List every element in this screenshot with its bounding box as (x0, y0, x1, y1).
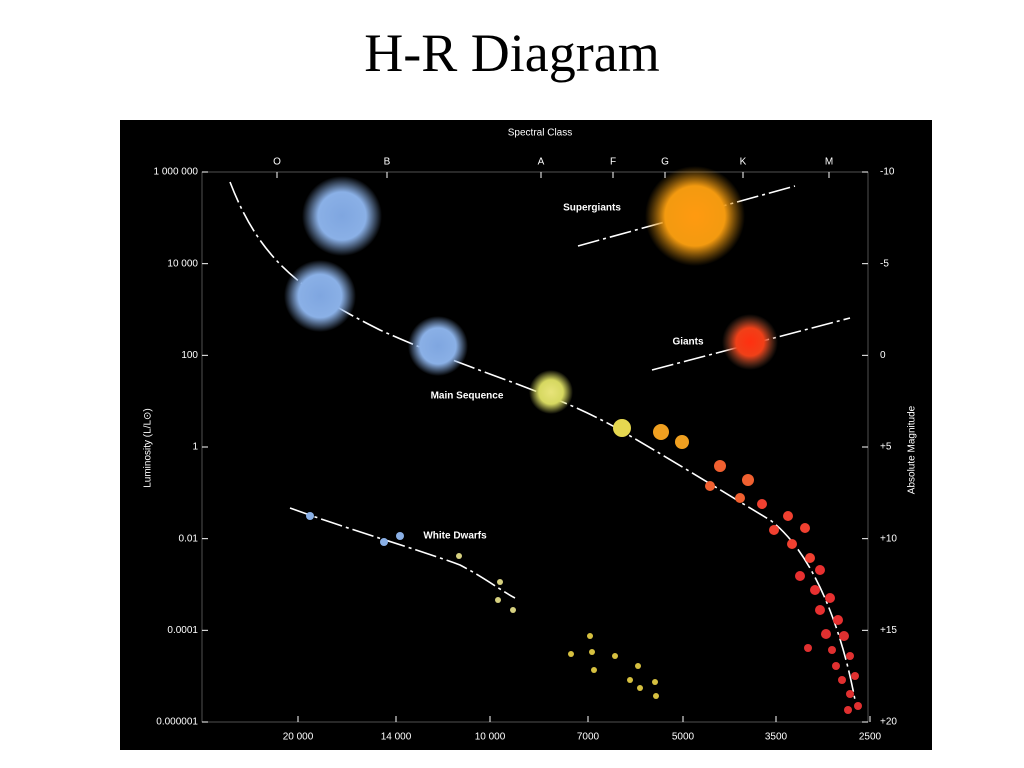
bottom-tick-label: 20 000 (283, 732, 314, 743)
star (510, 607, 516, 613)
star (589, 649, 595, 655)
white-dwarf-curve (289, 507, 516, 599)
right-tick-label: +15 (880, 625, 897, 636)
star (851, 672, 859, 680)
star (306, 512, 314, 520)
star (810, 585, 820, 595)
star (821, 629, 831, 639)
star (627, 677, 633, 683)
bottom-tick-label: 2500 (859, 732, 882, 743)
star (653, 424, 669, 440)
left-tick-label: 1 000 000 (154, 167, 199, 178)
hr-diagram: Spectral Class Luminosity (L/L⊙) Absolut… (120, 120, 932, 750)
star (783, 511, 793, 521)
star (828, 646, 836, 654)
spectral-class: K (740, 157, 747, 168)
star (832, 662, 840, 670)
star (705, 481, 715, 491)
star (613, 419, 631, 437)
bottom-tick-label: 3500 (765, 732, 788, 743)
star (833, 615, 843, 625)
star (637, 685, 643, 691)
figure-background (120, 120, 932, 750)
left-tick-label: 0.000001 (156, 717, 198, 728)
region-label: Supergiants (563, 203, 621, 214)
star (302, 176, 382, 256)
spectral-class: G (661, 157, 669, 168)
star (568, 651, 574, 657)
spectral-class: M (825, 157, 833, 168)
bottom-tick-label: 14 000 (381, 732, 412, 743)
star (722, 314, 778, 370)
bottom-tick-label: 7000 (577, 732, 600, 743)
left-tick-label: 10 000 (167, 258, 198, 269)
star (815, 605, 825, 615)
star (846, 690, 854, 698)
star (805, 553, 815, 563)
spectral-class: F (610, 157, 616, 168)
star (800, 523, 810, 533)
region-label: Main Sequence (431, 391, 504, 402)
star (735, 493, 745, 503)
left-tick-label: 1 (192, 442, 198, 453)
star (838, 676, 846, 684)
star (587, 633, 593, 639)
star (844, 706, 852, 714)
star (787, 539, 797, 549)
right-tick-label: -5 (880, 258, 889, 269)
star (495, 597, 501, 603)
slide-title: H-R Diagram (364, 23, 660, 83)
region-label: Giants (672, 337, 704, 348)
star (456, 553, 462, 559)
star (591, 667, 597, 673)
spectral-class: A (538, 157, 545, 168)
star-dots (306, 419, 862, 714)
right-tick-label: 0 (880, 350, 886, 361)
star (408, 316, 468, 376)
star (396, 532, 404, 540)
star (769, 525, 779, 535)
star (825, 593, 835, 603)
star (675, 435, 689, 449)
left-tick-label: 0.01 (179, 533, 199, 544)
star (742, 474, 754, 486)
star (839, 631, 849, 641)
star (757, 499, 767, 509)
right-tick-label: -10 (880, 167, 895, 178)
top-axis-title: Spectral Class (508, 128, 572, 139)
star (645, 166, 745, 266)
star (714, 460, 726, 472)
right-tick-label: +20 (880, 717, 897, 728)
region-label: White Dwarfs (423, 531, 487, 542)
star (653, 693, 659, 699)
left-tick-label: 100 (181, 350, 198, 361)
star (284, 260, 356, 332)
left-tick-label: 0.0001 (167, 625, 198, 636)
star (497, 579, 503, 585)
star (854, 702, 862, 710)
right-axis-title: Absolute Magnitude (907, 405, 918, 494)
star (612, 653, 618, 659)
star (529, 370, 573, 414)
star (635, 663, 641, 669)
right-tick-label: +10 (880, 533, 897, 544)
bottom-tick-label: 5000 (672, 732, 695, 743)
star (652, 679, 658, 685)
right-tick-label: +5 (880, 442, 892, 453)
star (795, 571, 805, 581)
star (380, 538, 388, 546)
star (815, 565, 825, 575)
bottom-tick-label: 10 000 (475, 732, 506, 743)
left-axis-title: Luminosity (L/L⊙) (143, 408, 154, 488)
star (804, 644, 812, 652)
star (846, 652, 854, 660)
spectral-class: O (273, 157, 281, 168)
spectral-class: B (384, 157, 391, 168)
